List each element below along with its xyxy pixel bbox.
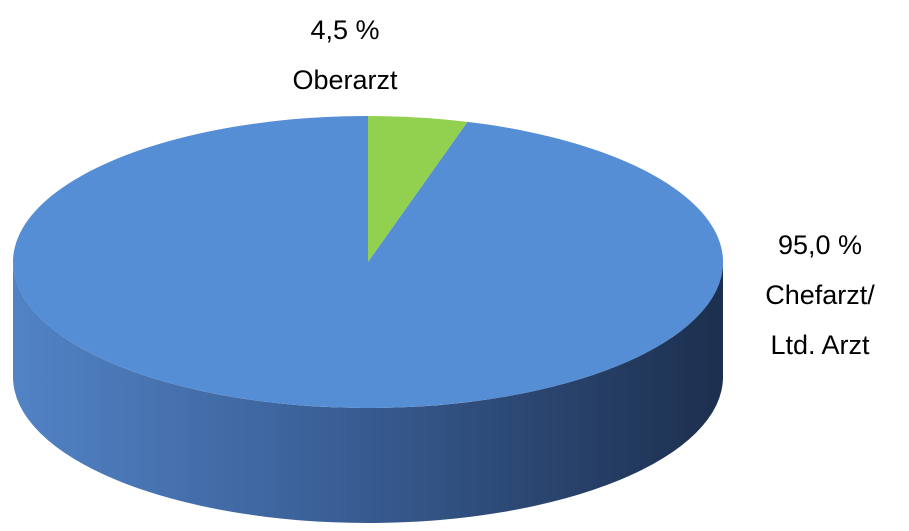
pie-slice bbox=[368, 116, 468, 262]
category-label: Oberarzt bbox=[292, 65, 398, 95]
value-label: 95,0 % bbox=[777, 230, 863, 260]
slice-label: 4,5 % Oberarzt bbox=[245, 5, 445, 105]
slice-label: 95,0 % Chefarzt/ Ltd. Arzt bbox=[745, 220, 895, 370]
pie-side bbox=[13, 262, 723, 523]
pie-slice bbox=[12, 116, 724, 408]
category-label: Chefarzt/ Ltd. Arzt bbox=[765, 280, 875, 360]
value-label: 4,5 % bbox=[310, 15, 380, 45]
